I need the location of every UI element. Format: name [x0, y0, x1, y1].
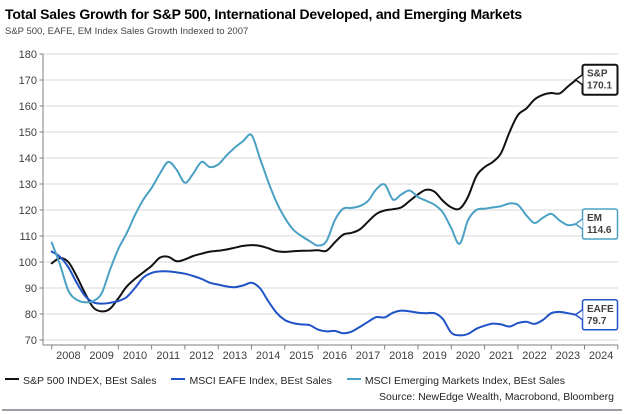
y-tick-label-130: 130: [19, 179, 37, 191]
y-tick-label-140: 140: [19, 153, 37, 165]
em-line-swatch: [346, 377, 361, 381]
eafe-callout-label: EAFE: [587, 304, 614, 315]
y-tick-label-70: 70: [25, 335, 37, 347]
x-tick-label-2018: 2018: [389, 350, 413, 362]
x-tick-label-2008: 2008: [56, 350, 80, 362]
x-tick-label-2013: 2013: [223, 350, 247, 362]
legend-label-eafe: MSCI EAFE Index, BEst Sales: [189, 375, 332, 387]
page-title: Total Sales Growth for S&P 500, Internat…: [5, 6, 522, 22]
x-tick-label-2017: 2017: [356, 350, 380, 362]
legend-item-sp500: S&P 500 INDEX, BEst Sales: [5, 375, 156, 387]
x-tick-label-2011: 2011: [156, 350, 180, 362]
eafe-line: [50, 250, 578, 337]
x-tick-label-2023: 2023: [556, 350, 580, 362]
y-tick-label-120: 120: [19, 205, 37, 217]
sp500-callout-arrow: [574, 74, 583, 86]
em-callout-value: 114.6: [587, 225, 612, 236]
x-tick-label-2010: 2010: [123, 350, 147, 362]
x-tick-label-2024: 2024: [589, 350, 613, 362]
y-tick-label-180: 180: [19, 49, 37, 61]
em-callout-arrow: [574, 218, 583, 230]
sales-growth-chart: 70 80 90 100 110 120 130 140 150 160 170 180 2008 200…: [19, 49, 619, 362]
source-note: Source: NewEdge Wealth, Macrobond, Bloom…: [378, 391, 614, 403]
y-tick-label-160: 160: [19, 101, 37, 113]
legend: S&P 500 INDEX, BEst Sales MSCI EAFE Inde…: [5, 375, 620, 387]
legend-item-em: MSCI Emerging Markets Index, BEst Sales: [346, 375, 566, 387]
x-tick-label-2014: 2014: [256, 350, 280, 362]
legend-label-em: MSCI Emerging Markets Index, BEst Sales: [364, 375, 566, 387]
y-tick-label-170: 170: [19, 75, 37, 87]
sp500-callout-label: S&P: [587, 69, 608, 80]
legend-label-sp500: S&P 500 INDEX, BEst Sales: [23, 375, 157, 387]
eafe-callout-arrow: [574, 309, 583, 321]
y-tick-label-100: 100: [19, 257, 37, 269]
em-callout-label: EM: [587, 213, 602, 224]
eafe-callout-value: 79.7: [587, 316, 607, 327]
x-tick-label-2020: 2020: [456, 350, 480, 362]
bottom-rule: [2, 409, 622, 411]
y-tick-label-90: 90: [25, 283, 37, 295]
x-tick-label-2021: 2021: [489, 350, 513, 362]
y-tick-label-80: 80: [25, 309, 37, 321]
sp500-callout-value: 170.1: [587, 81, 612, 92]
sp500-line-swatch: [5, 377, 19, 381]
y-tick-label-110: 110: [19, 231, 37, 243]
legend-item-eafe: MSCI EAFE Index, BEst Sales: [171, 375, 332, 387]
x-tick-label-2009: 2009: [89, 350, 113, 362]
x-tick-label-2012: 2012: [189, 350, 213, 362]
x-tick-label-2022: 2022: [522, 350, 546, 362]
x-tick-label-2019: 2019: [422, 350, 446, 362]
sp500-line: [50, 78, 578, 313]
em-line: [50, 133, 578, 304]
eafe-line-swatch: [171, 377, 186, 381]
y-tick-label-150: 150: [19, 127, 37, 139]
x-tick-label-2015: 2015: [289, 350, 313, 362]
page-subtitle: S&P 500, EAFE, EM Index Sales Growth Ind…: [5, 26, 249, 37]
x-tick-label-2016: 2016: [323, 350, 347, 362]
